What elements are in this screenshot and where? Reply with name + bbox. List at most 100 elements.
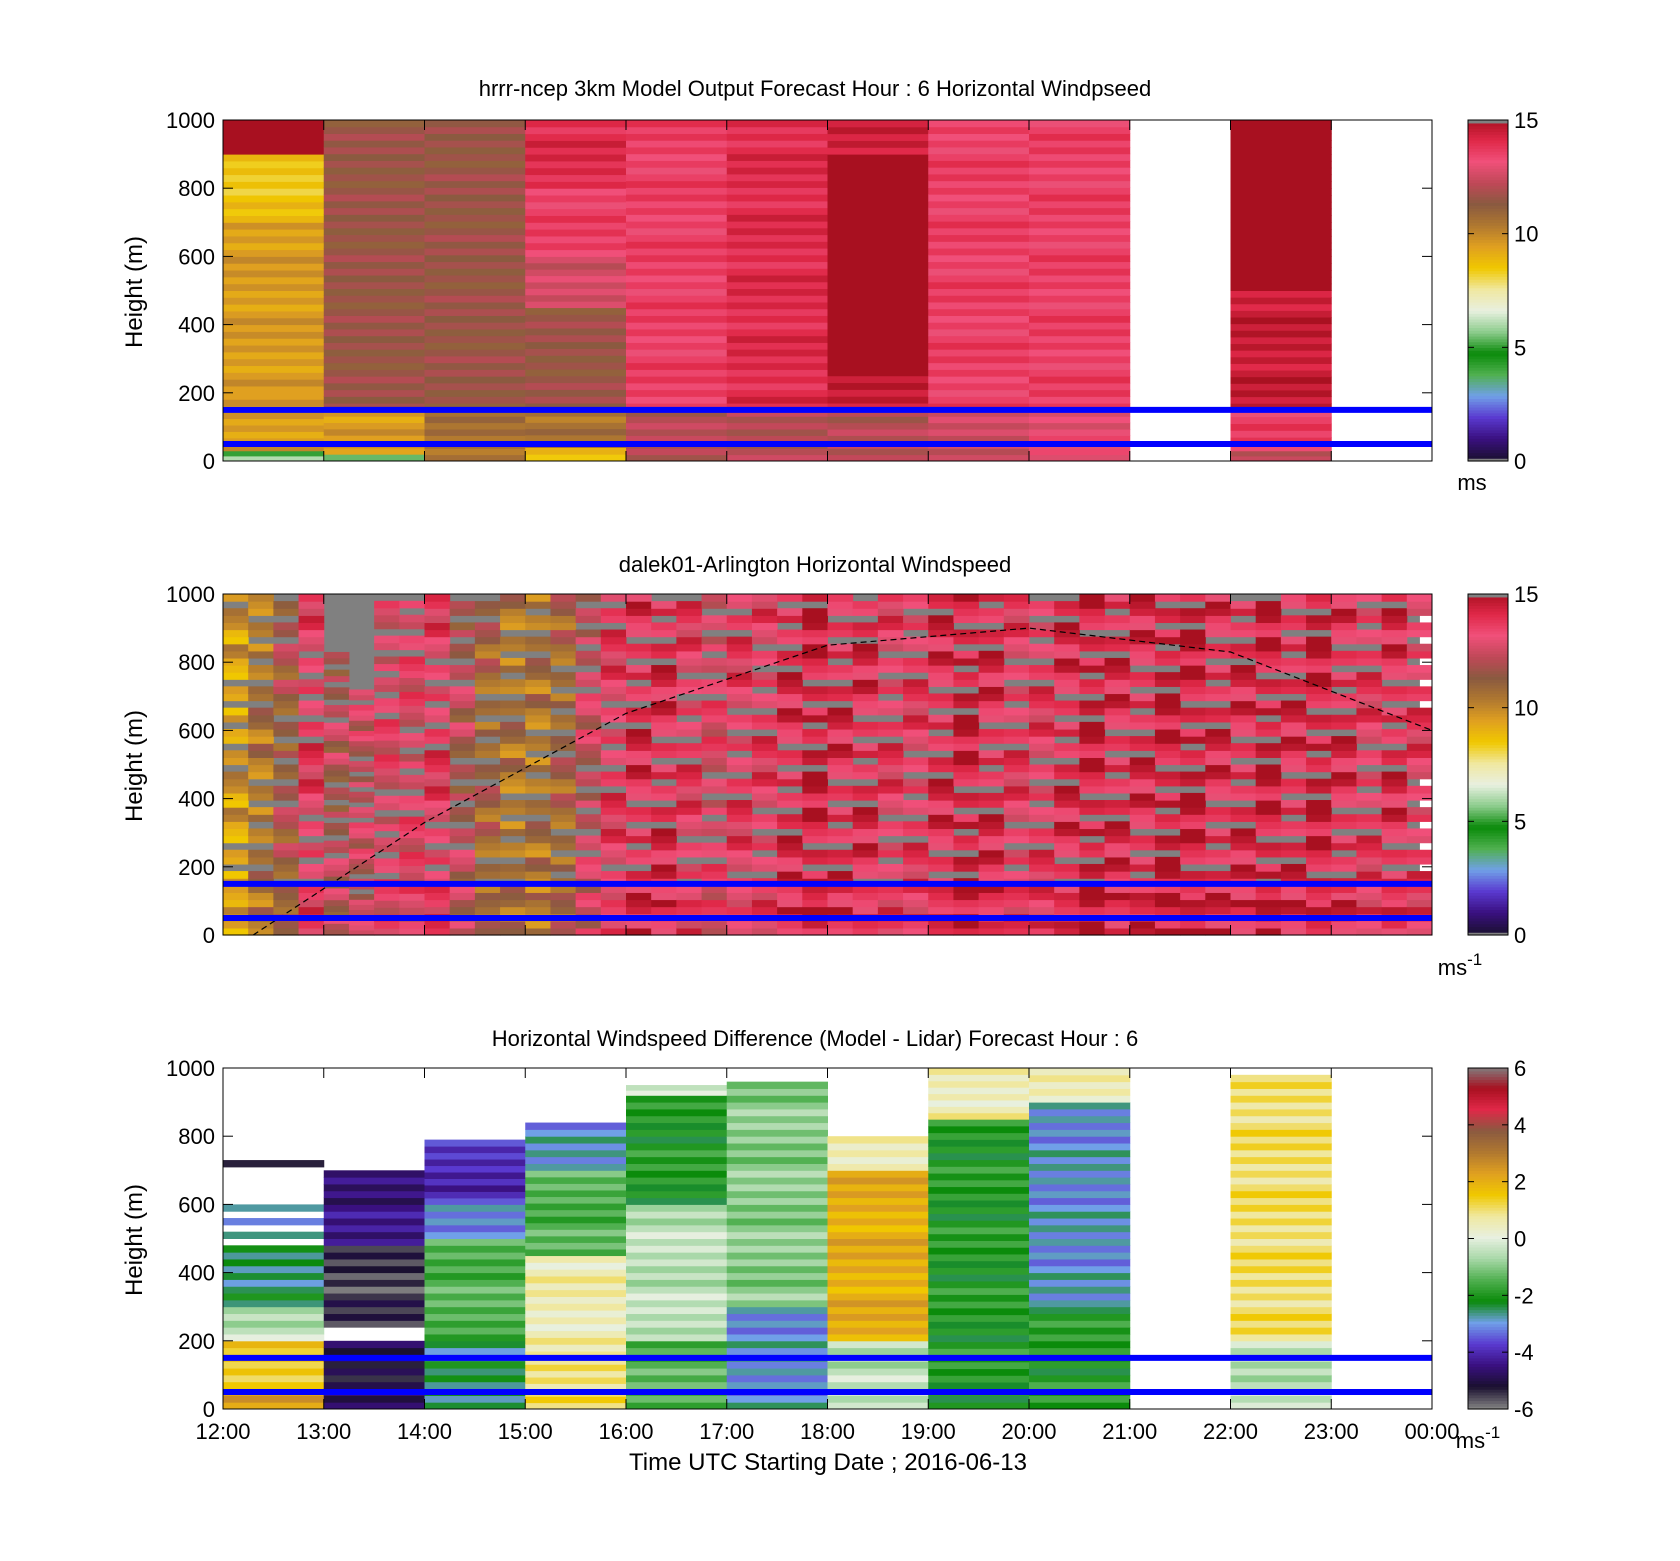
heatmap-cell (1230, 303, 1332, 311)
heatmap-cell (1003, 601, 1030, 609)
heatmap-cell (223, 814, 249, 822)
heatmap-cell (726, 1374, 828, 1383)
heatmap-cell (1003, 885, 1030, 893)
heatmap-cell (1230, 842, 1257, 851)
heatmap-cell (626, 778, 652, 787)
heatmap-cell (348, 924, 375, 931)
heatmap-cell (1205, 892, 1231, 901)
heatmap-cell (928, 700, 954, 709)
heatmap-cell (1381, 807, 1408, 815)
colorbar-segment (1468, 838, 1508, 842)
heatmap-cell (751, 785, 778, 794)
heatmap-cell (626, 1327, 728, 1335)
heatmap-cell (1029, 672, 1055, 680)
heatmap-cell (298, 665, 325, 673)
heatmap-cell (424, 764, 451, 773)
heatmap-cell (323, 811, 350, 818)
heatmap-cell (1205, 714, 1231, 723)
heatmap-cell (223, 757, 249, 766)
heatmap-cell (877, 927, 904, 936)
heatmap-cell (1029, 1204, 1131, 1212)
heatmap-cell (1230, 679, 1257, 687)
heatmap-cell (449, 785, 476, 794)
heatmap-cell (424, 906, 451, 915)
heatmap-cell (424, 160, 526, 168)
heatmap-cell (525, 1402, 627, 1410)
heatmap-cell (726, 1395, 828, 1403)
colorbar-segment (1468, 381, 1508, 385)
colorbar-segment (1468, 455, 1508, 459)
heatmap-cell (1029, 1293, 1131, 1301)
heatmap-cell (626, 1347, 728, 1355)
heatmap-cell (1331, 736, 1357, 744)
heatmap-cell (877, 764, 904, 773)
colorbar-segment (1468, 613, 1508, 618)
colorbar-segment (1468, 846, 1508, 851)
heatmap-cell (726, 1204, 828, 1212)
heatmap-cell (1003, 622, 1030, 631)
heatmap-cell (903, 927, 929, 936)
heatmap-cell (777, 728, 803, 737)
heatmap-cell (525, 262, 627, 270)
heatmap-cell (1180, 920, 1206, 929)
heatmap-cell (525, 362, 627, 370)
heatmap-cell (777, 849, 803, 858)
heatmap-cell (978, 906, 1005, 915)
heatmap-cell (1154, 693, 1181, 702)
heatmap-cell (474, 885, 501, 893)
heatmap-cell (1079, 899, 1106, 908)
heatmap-cell (1230, 1170, 1332, 1178)
heatmap-cell (1230, 622, 1257, 631)
colorbar-segment (1468, 639, 1508, 643)
heatmap-cell (550, 842, 577, 851)
heatmap-cell (726, 435, 828, 443)
heatmap-cell (1079, 807, 1106, 815)
heatmap-cell (726, 167, 828, 175)
heatmap-cell (1029, 643, 1055, 652)
heatmap-cell (1029, 736, 1055, 744)
heatmap-cell (1331, 778, 1357, 787)
colorbar-segment (1468, 324, 1508, 329)
heatmap-cell (223, 297, 325, 305)
heatmap-cell (827, 1340, 929, 1349)
heatmap-cell (223, 392, 325, 400)
heatmap-cell (399, 830, 425, 839)
colorbar-segment (1468, 619, 1508, 624)
heatmap-cell (1230, 1088, 1332, 1096)
heatmap-cell (903, 743, 929, 751)
heatmap-cell (928, 1200, 1030, 1208)
heatmap-cell (827, 396, 929, 404)
heatmap-cell (1306, 714, 1332, 723)
heatmap-cell (928, 261, 1030, 269)
heatmap-cell (751, 672, 778, 680)
heatmap-cell (298, 807, 325, 815)
heatmap-cell (626, 750, 652, 758)
heatmap-cell (827, 1224, 929, 1233)
heatmap-cell (223, 425, 325, 432)
colorbar-segment (1468, 1093, 1508, 1098)
heatmap-cell (449, 700, 476, 709)
colorbar-tick-label: 0 (1514, 923, 1526, 948)
heatmap-cell (626, 409, 728, 417)
heatmap-cell (978, 650, 1005, 659)
heatmap-cell (1306, 821, 1332, 830)
colorbar-segment (1468, 710, 1508, 714)
heatmap-cell (726, 268, 828, 276)
heatmap-cell (802, 728, 828, 737)
heatmap-cell (726, 1402, 828, 1410)
heatmap-cell (928, 863, 954, 872)
heatmap-cell (1205, 764, 1231, 773)
heatmap-cell (323, 1313, 425, 1321)
heatmap-cell (1029, 382, 1131, 391)
heatmap-cell (223, 365, 325, 373)
colorbar-segment (1468, 1309, 1508, 1313)
heatmap-cell (323, 180, 425, 188)
heatmap-cell (323, 308, 425, 316)
heatmap-cell (223, 807, 249, 815)
heatmap-cell (651, 714, 677, 723)
colorbar-segment (1468, 929, 1508, 933)
colorbar-segment (1468, 1130, 1508, 1134)
colorbar-segment (1468, 1190, 1508, 1194)
heatmap-cell (1381, 814, 1408, 822)
heatmap-cell (525, 785, 551, 794)
